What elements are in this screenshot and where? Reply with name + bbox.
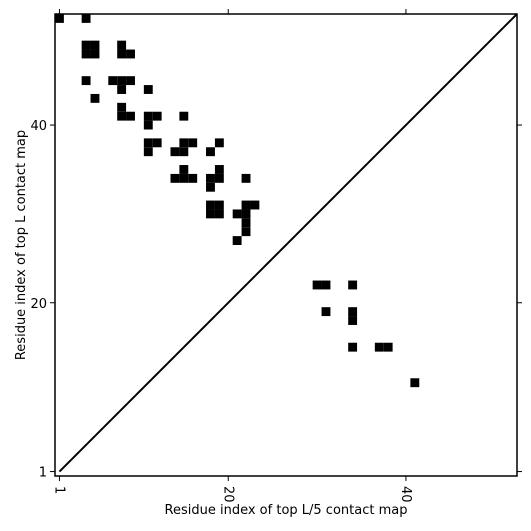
contact xyxy=(143,138,153,148)
contact xyxy=(348,342,358,352)
contact xyxy=(348,280,358,290)
contact xyxy=(170,147,180,157)
contact xyxy=(81,76,91,86)
contact xyxy=(179,147,189,157)
contact xyxy=(321,280,331,290)
contact xyxy=(90,93,100,103)
contact xyxy=(214,209,224,219)
x-tick-label: 20 xyxy=(220,486,235,503)
contact xyxy=(126,111,135,121)
contact xyxy=(241,209,251,219)
contact xyxy=(232,209,242,219)
contact xyxy=(55,14,64,23)
contact xyxy=(214,165,224,174)
contact xyxy=(241,227,251,237)
contact xyxy=(188,173,198,183)
y-tick-label: 1 xyxy=(39,466,47,481)
contact xyxy=(126,76,135,86)
contact xyxy=(152,111,162,121)
contact xyxy=(170,173,180,183)
contact xyxy=(143,147,153,157)
contact xyxy=(179,173,189,183)
contact xyxy=(108,76,118,86)
contact xyxy=(348,307,358,317)
contact xyxy=(117,85,127,94)
y-axis-label: Residue index of top L contact map xyxy=(14,130,29,360)
contact xyxy=(81,40,91,50)
contact xyxy=(117,111,127,121)
contact xyxy=(179,138,189,148)
contact xyxy=(410,378,420,388)
contact xyxy=(312,280,322,290)
contact xyxy=(152,138,162,148)
contact xyxy=(250,200,260,210)
contact xyxy=(206,200,215,210)
contact xyxy=(383,342,393,352)
contact xyxy=(117,76,127,86)
contact xyxy=(321,307,331,317)
contact xyxy=(143,120,153,130)
contact xyxy=(241,173,251,183)
contact xyxy=(348,316,358,325)
contact xyxy=(188,138,198,148)
contact xyxy=(143,111,153,121)
contact xyxy=(214,200,224,210)
contact xyxy=(179,165,189,174)
contact xyxy=(206,182,215,192)
contact xyxy=(206,209,215,219)
contact xyxy=(241,200,251,210)
y-tick-label: 40 xyxy=(30,119,47,134)
contact xyxy=(117,102,127,112)
contact xyxy=(232,236,242,245)
diagonal xyxy=(58,13,518,473)
contact xyxy=(206,173,215,183)
contact xyxy=(81,14,91,23)
contact xyxy=(126,49,135,59)
contact xyxy=(241,218,251,228)
contact xyxy=(81,49,91,59)
contact xyxy=(374,342,384,352)
contact xyxy=(214,138,224,148)
contact xyxy=(90,49,100,59)
contact xyxy=(90,40,100,50)
x-tick-label: 1 xyxy=(51,486,66,494)
contact xyxy=(214,173,224,183)
plot-frame xyxy=(54,13,518,477)
contact xyxy=(179,111,189,121)
x-axis-label: Residue index of top L/5 contact map xyxy=(165,503,408,518)
contact xyxy=(117,40,127,50)
y-tick-label: 20 xyxy=(30,297,47,312)
contact xyxy=(206,147,215,157)
x-tick-label: 40 xyxy=(398,486,413,503)
contact xyxy=(117,49,127,59)
contact xyxy=(143,85,153,94)
